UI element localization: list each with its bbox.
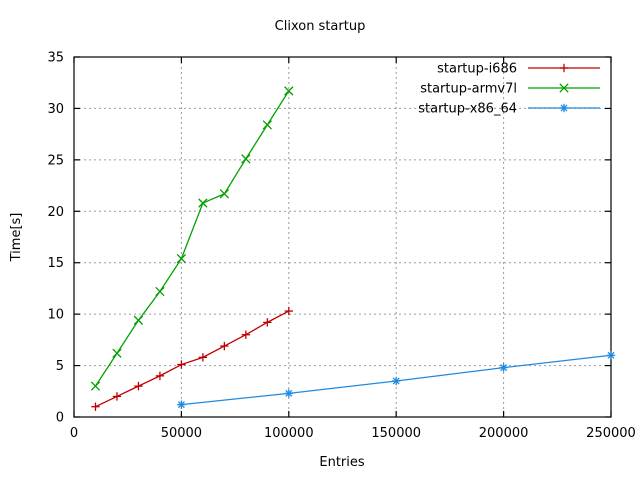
y-tick-label: 35: [47, 51, 64, 66]
x-tick-label: 50000: [161, 426, 202, 441]
data-point-marker: [133, 315, 144, 325]
x-tick-label: 0: [70, 426, 78, 441]
legend-sample-marker: [559, 83, 569, 93]
data-point-marker: [198, 198, 208, 208]
data-point-marker: [112, 348, 122, 358]
legend: startup-i686 startup-armv7l startup-x86_64: [418, 62, 600, 117]
legend-sample-marker: [560, 104, 568, 112]
data-point-marker: [90, 381, 101, 391]
gridlines: [74, 57, 611, 417]
y-tick-label: 20: [47, 205, 64, 220]
data-point-marker: [176, 253, 187, 264]
data-point-marker: [392, 377, 400, 385]
legend-label: startup-x86_64: [418, 102, 517, 117]
data-series-layer: [90, 86, 616, 411]
x-tick-label: 200000: [479, 426, 529, 441]
data-point-marker: [500, 364, 508, 372]
data-series-startup-x86_64: [177, 351, 616, 409]
x-tick-label: 150000: [371, 426, 421, 441]
x-tick-label: 100000: [264, 426, 314, 441]
y-axis-tick-labels: 0 5 10 15 20 25 30 35: [47, 51, 64, 426]
y-tick-label: 0: [56, 411, 64, 426]
data-point-marker: [177, 401, 185, 409]
data-point-marker: [155, 286, 165, 297]
y-axis-title: Time[s]: [9, 213, 24, 263]
data-point-marker: [241, 154, 251, 164]
legend-item-startup-armv7l[interactable]: startup-armv7l: [420, 82, 600, 97]
series-line: [95, 310, 290, 408]
data-series-startup-i686: [91, 306, 293, 411]
data-point-marker: [285, 389, 293, 397]
y-tick-label: 5: [56, 359, 64, 374]
data-point-marker: [262, 120, 272, 130]
y-tick-label: 15: [47, 256, 64, 271]
page-title: Clixon startup: [275, 19, 366, 34]
legend-label: startup-armv7l: [420, 82, 517, 97]
data-point-marker: [607, 351, 615, 359]
x-tick-label: 250000: [586, 426, 636, 441]
plot-area-border: [73, 56, 612, 418]
x-axis-title: Entries: [319, 455, 365, 470]
series-line: [94, 90, 290, 387]
legend-item-startup-x86_64[interactable]: startup-x86_64: [418, 102, 600, 117]
y-tick-label: 30: [47, 102, 64, 117]
axis-tick-marks: [73, 56, 612, 418]
x-axis-tick-labels: 0 50000 100000 150000 200000 250000: [70, 426, 636, 441]
data-point-marker: [219, 189, 230, 199]
y-tick-label: 25: [47, 153, 64, 168]
y-tick-label: 10: [47, 308, 64, 323]
data-point-marker: [284, 86, 294, 96]
data-series-startup-armv7l: [90, 86, 294, 391]
legend-label: startup-i686: [437, 62, 517, 77]
legend-item-startup-i686[interactable]: startup-i686: [437, 62, 600, 77]
